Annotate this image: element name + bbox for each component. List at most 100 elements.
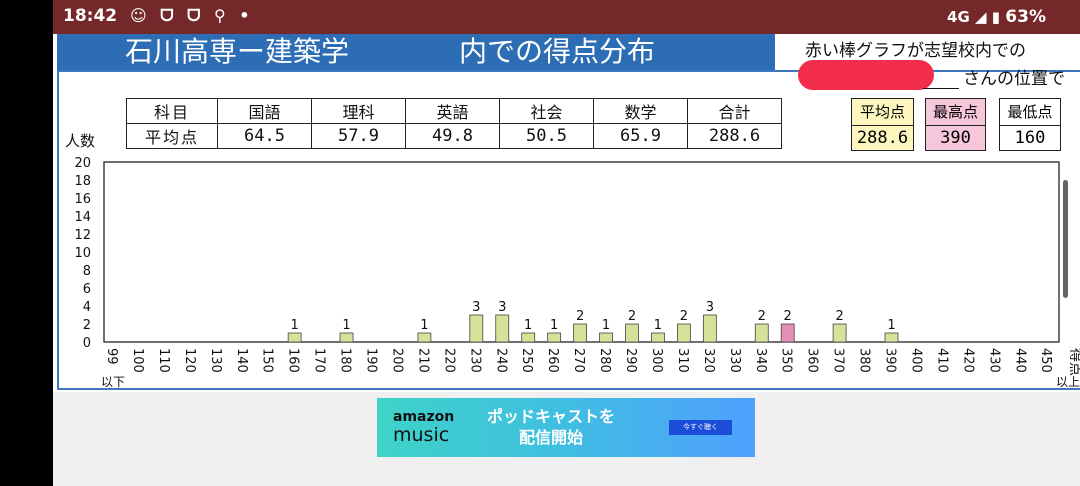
x-tick-label: 450 bbox=[1038, 348, 1053, 373]
bar bbox=[702, 314, 717, 343]
data-label: 3 bbox=[706, 300, 714, 315]
table-cell: 57.9 bbox=[311, 123, 406, 149]
phone-screen: 18:42 ☺ ᗜ ᗜ ⚲ • 4G ◢ ▮ 63% 石川高専ー建築学 内での得… bbox=[53, 0, 1080, 486]
bar bbox=[339, 332, 354, 343]
min-value: 160 bbox=[1014, 128, 1046, 148]
bar bbox=[884, 332, 899, 343]
x-tick-label: 200 bbox=[389, 348, 404, 373]
x-tick-label: 330 bbox=[727, 348, 742, 373]
scrollbar-thumb[interactable] bbox=[1063, 180, 1068, 298]
data-label: 1 bbox=[602, 318, 610, 333]
x-tick-label: 310 bbox=[675, 348, 690, 373]
x-tick-label: 150 bbox=[260, 348, 275, 373]
bar bbox=[651, 332, 665, 343]
bar bbox=[547, 332, 562, 343]
bar bbox=[599, 332, 613, 343]
bar bbox=[495, 314, 510, 343]
bar bbox=[521, 332, 536, 343]
y-tick-label: 12 bbox=[74, 228, 91, 243]
data-label: 1 bbox=[291, 318, 299, 333]
bar bbox=[573, 323, 587, 343]
data-label: 2 bbox=[680, 309, 688, 324]
x-tick-label: 120 bbox=[182, 348, 197, 373]
max-score-box: 最高点 390 bbox=[925, 98, 986, 151]
data-label: 2 bbox=[784, 309, 792, 324]
x-tick-label: 340 bbox=[753, 348, 768, 373]
x-tick-label: 390 bbox=[883, 348, 898, 373]
web-content[interactable]: 石川高専ー建築学 内での得点分布 赤い棒グラフが志望校内での さんの位置で 科目… bbox=[53, 34, 1080, 392]
x-tick-label: 250 bbox=[519, 348, 534, 373]
x-tick-label: 300 bbox=[649, 348, 664, 373]
x-tick-label: 400 bbox=[908, 348, 923, 373]
table-cell: 65.9 bbox=[593, 123, 688, 149]
y-tick-label: 8 bbox=[83, 264, 91, 279]
y-tick-label: 16 bbox=[74, 192, 91, 207]
page-title: 石川高専ー建築学 内での得点分布 bbox=[57, 34, 775, 70]
x-tick-label: 280 bbox=[597, 348, 612, 373]
max-value: 390 bbox=[940, 128, 971, 148]
y-tick-label: 20 bbox=[74, 156, 91, 171]
data-label: 2 bbox=[576, 309, 584, 324]
x-tick-label: 270 bbox=[571, 348, 586, 373]
title-suffix: 内での得点分布 bbox=[459, 35, 656, 68]
redacted-name bbox=[798, 60, 934, 90]
bar bbox=[677, 323, 691, 343]
signal-icon: ◢ bbox=[975, 8, 987, 26]
data-label: 1 bbox=[550, 318, 558, 333]
y-tick-label: 6 bbox=[83, 282, 91, 297]
amazon-music-logo: amazon music bbox=[393, 409, 455, 446]
x-first-note: 以下 bbox=[101, 375, 125, 389]
table-cell: 平均点 bbox=[126, 123, 218, 149]
data-label: 2 bbox=[628, 309, 636, 324]
highlight-bar bbox=[780, 323, 795, 343]
y-axis-label: 人数 bbox=[65, 132, 96, 150]
title-school: 石川高専ー建築学 bbox=[125, 35, 350, 68]
plot-area bbox=[103, 161, 1060, 343]
average-label: 平均点 bbox=[852, 99, 913, 126]
y-tick-label: 10 bbox=[74, 246, 91, 261]
data-label: 2 bbox=[758, 309, 766, 324]
bar bbox=[832, 323, 847, 343]
x-tick-label: 260 bbox=[545, 348, 560, 373]
data-label: 1 bbox=[420, 318, 428, 333]
notification-icons: ☺ ᗜ ᗜ ⚲ • bbox=[130, 6, 254, 25]
bar bbox=[754, 323, 769, 343]
x-tick-label: 100 bbox=[130, 348, 145, 373]
x-tick-label: 380 bbox=[857, 348, 872, 373]
status-bar: 18:42 ☺ ᗜ ᗜ ⚲ • 4G ◢ ▮ 63% bbox=[53, 0, 1080, 34]
ad-message: ポッドキャストを 配信開始 bbox=[486, 407, 615, 447]
max-label: 最高点 bbox=[926, 99, 985, 126]
bar bbox=[625, 323, 639, 343]
data-label: 3 bbox=[498, 300, 506, 315]
x-tick-label: 210 bbox=[415, 348, 430, 373]
table-cell: 288.6 bbox=[687, 123, 782, 149]
x-tick-label: 220 bbox=[441, 348, 456, 373]
table-cell: 社会 bbox=[499, 98, 594, 124]
x-tick-label: 110 bbox=[156, 348, 171, 373]
y-tick-label: 2 bbox=[83, 318, 91, 333]
ad-banner[interactable]: amazon music ポッドキャストを 配信開始 今すぐ聴く bbox=[377, 398, 755, 457]
score-table-row: 平均点 64.5 57.9 49.8 50.5 65.9 288.6 bbox=[126, 123, 782, 149]
x-last-note: 以上 bbox=[1056, 375, 1080, 389]
x-tick-label: 180 bbox=[338, 348, 353, 373]
data-label: 1 bbox=[342, 318, 350, 333]
table-cell: 英語 bbox=[405, 98, 500, 124]
x-tick-label: 410 bbox=[934, 348, 949, 373]
x-tick-label: 170 bbox=[312, 348, 327, 373]
average-value: 288.6 bbox=[856, 128, 909, 148]
min-score-box: 最低点 160 bbox=[999, 98, 1061, 151]
ad-cta-button[interactable]: 今すぐ聴く bbox=[669, 420, 732, 435]
x-tick-label: 240 bbox=[493, 348, 508, 373]
y-tick-label: 14 bbox=[74, 210, 91, 225]
status-right: 4G ◢ ▮ 63% bbox=[947, 7, 1046, 27]
data-label: 1 bbox=[524, 318, 532, 333]
x-tick-label: 290 bbox=[623, 348, 638, 373]
x-tick-label: 130 bbox=[208, 348, 223, 373]
x-tick-label: 140 bbox=[234, 348, 249, 373]
table-cell: 49.8 bbox=[405, 123, 500, 149]
x-axis-label: 得点 bbox=[1067, 348, 1080, 376]
table-cell: 50.5 bbox=[499, 123, 594, 149]
legend-note-line1: 赤い棒グラフが志望校内での bbox=[805, 41, 1026, 61]
data-label: 3 bbox=[472, 300, 480, 315]
